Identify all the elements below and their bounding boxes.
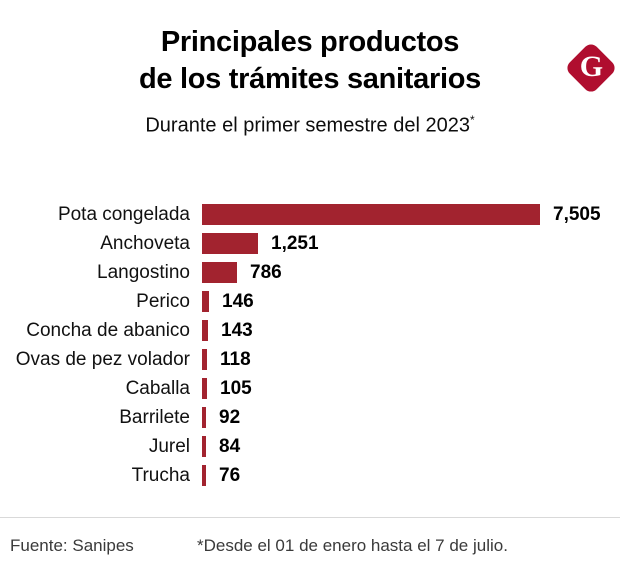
footnote: *Desde el 01 de enero hasta el 7 de juli… — [197, 536, 508, 555]
title-line-2: de los trámites sanitarios — [139, 63, 481, 95]
value-label: 92 — [219, 406, 241, 428]
category-label: Anchoveta — [100, 232, 190, 254]
category-label: Perico — [136, 290, 190, 312]
value-label: 84 — [219, 435, 241, 457]
subtitle-asterisk: * — [469, 113, 475, 127]
bar-row: Jurel 84 — [0, 436, 620, 457]
bar-chart: Pota congelada 7,505 Anchoveta 1,251 Langost… — [0, 204, 620, 494]
subtitle-text: Durante el primer semestre del 2023 — [145, 114, 470, 137]
category-label: Caballa — [125, 377, 190, 399]
value-label: 76 — [219, 464, 241, 486]
bar — [202, 291, 209, 312]
chart-subtitle: Durante el primer semestre del 2023* — [0, 113, 620, 138]
page-title: Principales productos de los trámites sa… — [40, 24, 580, 98]
value-label: 143 — [221, 319, 253, 341]
bar — [202, 320, 208, 341]
bar-row: Concha de abanico 143 — [0, 320, 620, 341]
bar — [202, 204, 540, 225]
bar — [202, 407, 206, 428]
source-label: Fuente: Sanipes — [10, 536, 134, 555]
bar-row: Trucha 76 — [0, 465, 620, 486]
value-label: 7,505 — [553, 203, 601, 225]
value-label: 786 — [250, 261, 282, 283]
bar — [202, 349, 207, 370]
bar-row: Anchoveta 1,251 — [0, 233, 620, 254]
bar-row: Ovas de pez volador 118 — [0, 349, 620, 370]
value-label: 146 — [222, 290, 254, 312]
logo-letter: G — [580, 50, 604, 84]
bar — [202, 436, 206, 457]
bar — [202, 465, 206, 486]
bar-row: Perico 146 — [0, 291, 620, 312]
footer-divider — [0, 517, 620, 518]
category-label: Concha de abanico — [26, 319, 190, 341]
category-label: Ovas de pez volador — [15, 348, 190, 370]
bar-row: Langostino 786 — [0, 262, 620, 283]
category-label: Trucha — [131, 464, 190, 486]
bar — [202, 262, 237, 283]
category-label: Langostino — [97, 261, 190, 283]
category-label: Jurel — [148, 435, 190, 457]
category-label: Pota congelada — [57, 203, 190, 225]
category-label: Barrilete — [119, 406, 190, 428]
bar — [202, 378, 207, 399]
value-label: 105 — [220, 377, 252, 399]
value-label: 118 — [220, 348, 251, 370]
bar-row: Barrilete 92 — [0, 407, 620, 428]
title-line-1: Principales productos — [160, 26, 460, 58]
bar-row: Pota congelada 7,505 — [0, 204, 620, 225]
value-label: 1,251 — [271, 232, 319, 254]
bar — [202, 233, 258, 254]
bar-row: Caballa 105 — [0, 378, 620, 399]
